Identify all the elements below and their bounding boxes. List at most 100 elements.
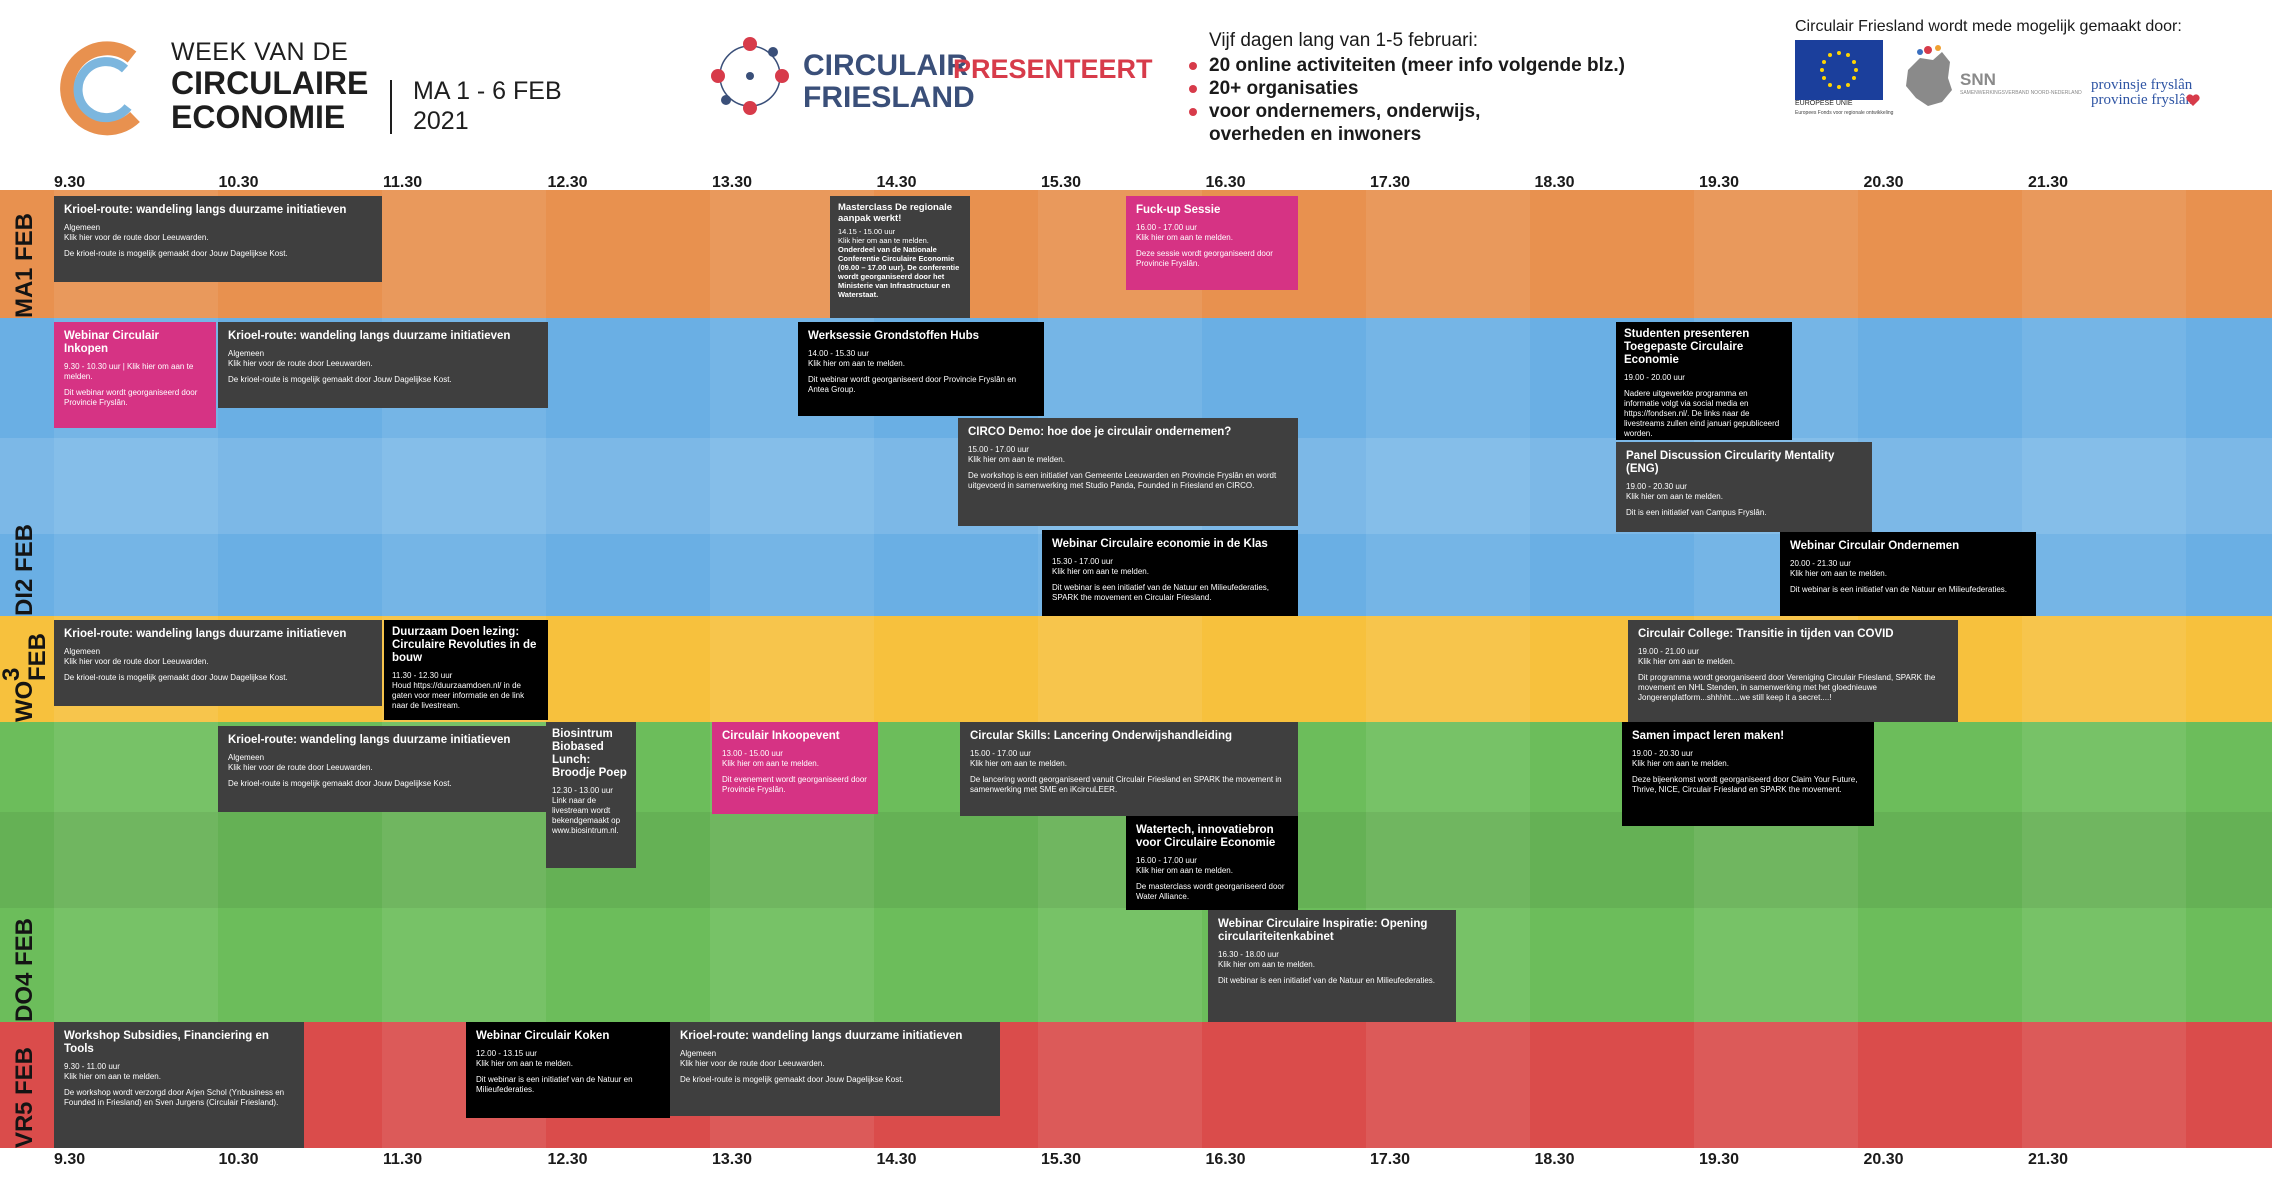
event-desc: Dit webinar wordt georganiseerd door Pro… (64, 388, 198, 407)
circulair-friesland-logo-icon (711, 37, 789, 115)
event-di-panel[interactable]: Panel Discussion Circularity Mentality (… (1616, 442, 1872, 532)
event-do-samen[interactable]: Samen impact leren maken! 19.00 - 20.30 … (1622, 722, 1874, 826)
event-di-circo[interactable]: CIRCO Demo: hoe doe je circulair onderne… (958, 418, 1298, 526)
time-label: 17.30 (1370, 174, 1411, 191)
event-link[interactable]: Klik hier om aan te melden. (838, 236, 929, 245)
event-link[interactable]: Klik hier voor de route door Leeuwarden. (64, 233, 209, 242)
day-abbr: WO (11, 680, 38, 722)
event-link[interactable]: Houd https://duurzaamdoen.nl/ in de gate… (392, 681, 525, 710)
event-link[interactable]: Klik hier om aan te melden. (1638, 657, 1735, 666)
bullet-text: 20 online activiteiten (meer info volgen… (1209, 55, 1625, 76)
event-desc: Dit webinar is een initiatief van de Nat… (1052, 583, 1270, 602)
prov-line-1: provinsje fryslân (2091, 77, 2193, 93)
event-wo-college[interactable]: Circulair College: Transitie in tijden v… (1628, 620, 1958, 722)
time-label: 13.30 (712, 174, 753, 191)
time-label: 21.30 (2028, 174, 2069, 191)
event-title: Circulair College: Transitie in tijden v… (1638, 628, 1894, 640)
event-time: 15.00 - 17.00 uur (970, 749, 1031, 758)
event-vr-koken[interactable]: Webinar Circulair Koken 12.00 - 13.15 uu… (466, 1022, 670, 1118)
event-ma-masterclass[interactable]: Masterclass De regionale aanpak werkt! 1… (830, 196, 970, 318)
event-di-webinar[interactable]: Webinar Circulair Inkopen 9.30 - 10.30 u… (54, 322, 216, 428)
event-link[interactable]: Link naar de livestream wordt bekendgema… (552, 796, 621, 835)
event-desc: Dit evenement wordt georganiseerd door P… (722, 775, 867, 794)
event-do-krioel[interactable]: Krioel-route: wandeling langs duurzame i… (218, 726, 548, 812)
event-link[interactable]: Klik hier om aan te melden. (1790, 569, 1887, 578)
org-name: CIRCULAIR FRIESLAND (803, 50, 975, 113)
event-ma-krioel[interactable]: Krioel-route: wandeling langs duurzame i… (54, 196, 382, 282)
event-time: 12.00 - 13.15 uur (476, 1049, 537, 1058)
event-title: Krioel-route: wandeling langs duurzame i… (64, 204, 347, 216)
event-link[interactable]: Klik hier om aan te melden. (808, 359, 905, 368)
time-label: 19.30 (1699, 1151, 1740, 1168)
event-time: 19.00 - 20.30 uur (1632, 749, 1693, 758)
week-logo-icon (60, 41, 140, 136)
org-line-2: FRIESLAND (803, 80, 975, 114)
event-link[interactable]: Klik hier om aan te melden. (1626, 492, 1723, 501)
event-desc: De lancering wordt georganiseerd vanuit … (970, 775, 1282, 794)
event-title: Circulair Inkoopevent (722, 730, 840, 742)
time-label: 20.30 (1863, 174, 1904, 191)
time-label: 15.30 (1041, 174, 1082, 191)
event-do-inkoop[interactable]: Circulair Inkoopevent 13.00 - 15.00 uur … (712, 722, 878, 814)
event-title: WEEK VAN DE CIRCULAIRE ECONOMIE (171, 40, 368, 135)
event-link[interactable]: Klik hier om aan te melden. (968, 455, 1065, 464)
event-time: 15.00 - 17.00 uur (968, 445, 1029, 454)
event-di-ondernemen[interactable]: Webinar Circulair Ondernemen 20.00 - 21.… (1780, 532, 2036, 616)
event-link[interactable]: Klik hier om aan te melden. (1218, 960, 1315, 969)
time-label: 14.30 (876, 1151, 917, 1168)
day-abbr: DI (11, 592, 38, 616)
event-time: Algemeen (64, 647, 101, 656)
event-link[interactable]: Klik hier om aan te melden. (1052, 567, 1149, 576)
time-label: 12.30 (547, 1151, 588, 1168)
event-di-krioel[interactable]: Krioel-route: wandeling langs duurzame i… (218, 322, 548, 408)
event-link[interactable]: Klik hier voor de route door Leeuwarden. (64, 657, 209, 666)
event-di-studenten[interactable]: Studenten presenteren Toegepaste Circula… (1616, 322, 1792, 440)
event-desc: De workshop is een initiatief van Gemeen… (968, 471, 1277, 490)
day-abbr: DO (11, 986, 38, 1022)
event-title: Panel Discussion Circularity Mentality (… (1626, 450, 1835, 475)
event-desc: De workshop wordt verzorgd door Arjen Sc… (64, 1088, 285, 1107)
event-di-klas[interactable]: Webinar Circulaire economie in de Klas 1… (1042, 530, 1298, 616)
event-link[interactable]: Klik hier om aan te melden. (64, 1072, 161, 1081)
bullet-text: 20+ organisaties (1209, 78, 1359, 99)
event-title: Krioel-route: wandeling langs duurzame i… (64, 628, 347, 640)
year: 2021 (413, 107, 469, 135)
event-time: 19.00 - 20.00 uur (1624, 373, 1685, 382)
event-title: Webinar Circulaire economie in de Klas (1052, 538, 1268, 550)
bullet-item: overheden en inwoners (1185, 123, 1625, 146)
event-link[interactable]: Klik hier voor de route door Leeuwarden. (228, 359, 373, 368)
eu-sub: Europees Fonds voor regionale ontwikkeli… (1795, 110, 1894, 116)
provincie-logo: provinsje fryslân provincie fryslân (2091, 78, 2193, 108)
event-ma-fuckup[interactable]: Fuck-up Sessie 16.00 - 17.00 uur Klik hi… (1126, 196, 1298, 290)
event-link[interactable]: Klik hier om aan te melden. (722, 759, 819, 768)
event-link[interactable]: Klik hier om aan te melden. (1136, 233, 1233, 242)
column-shade (1038, 190, 1202, 1148)
event-desc: Dit is een initiatief van Campus Fryslân… (1626, 508, 1767, 517)
event-wo-duurzaam[interactable]: Duurzaam Doen lezing: Circulaire Revolut… (384, 620, 548, 720)
event-di-grondstoffen[interactable]: Werksessie Grondstoffen Hubs 14.00 - 15.… (798, 322, 1044, 416)
time-label: 19.30 (1699, 174, 1740, 191)
event-link[interactable]: Klik hier voor de route door Leeuwarden. (228, 763, 373, 772)
event-link[interactable]: Klik hier om aan te melden. (476, 1059, 573, 1068)
event-vr-subsidies[interactable]: Workshop Subsidies, Financiering en Tool… (54, 1022, 304, 1148)
event-do-skills[interactable]: Circular Skills: Lancering Onderwijshand… (960, 722, 1298, 816)
bullet-item: 20 online activiteiten (meer info volgen… (1185, 54, 1625, 77)
event-title: Watertech, innovatiebron voor Circulaire… (1136, 824, 1276, 849)
event-do-inspiratie[interactable]: Webinar Circulaire Inspiratie: Opening c… (1208, 910, 1456, 1022)
time-label: 11.30 (383, 1151, 423, 1168)
intro-text: Vijf dagen lang van 1-5 februari: (1209, 30, 1478, 51)
event-link[interactable]: Klik hier om aan te melden. (1136, 866, 1233, 875)
event-do-biosintrum[interactable]: Biosintrum Biobased Lunch: Broodje Poep … (546, 722, 636, 868)
event-link[interactable]: Klik hier voor de route door Leeuwarden. (680, 1059, 825, 1068)
event-wo-krioel[interactable]: Krioel-route: wandeling langs duurzame i… (54, 620, 382, 706)
presents-label: PRESENTEERT (953, 54, 1153, 84)
event-link[interactable]: Klik hier om aan te melden. (970, 759, 1067, 768)
eu-label: EUROPESE UNIE (1795, 100, 1853, 107)
event-link[interactable]: Klik hier om aan te melden. (1632, 759, 1729, 768)
title-line-3: ECONOMIE (171, 99, 346, 135)
column-shade (2022, 190, 2186, 1148)
event-vr-krioel[interactable]: Krioel-route: wandeling langs duurzame i… (670, 1022, 1000, 1116)
day-label-thursday: DO 4 FEB (0, 722, 50, 1022)
event-do-watertech[interactable]: Watertech, innovatiebron voor Circulaire… (1126, 816, 1298, 910)
snn-map-icon (1906, 45, 1952, 106)
